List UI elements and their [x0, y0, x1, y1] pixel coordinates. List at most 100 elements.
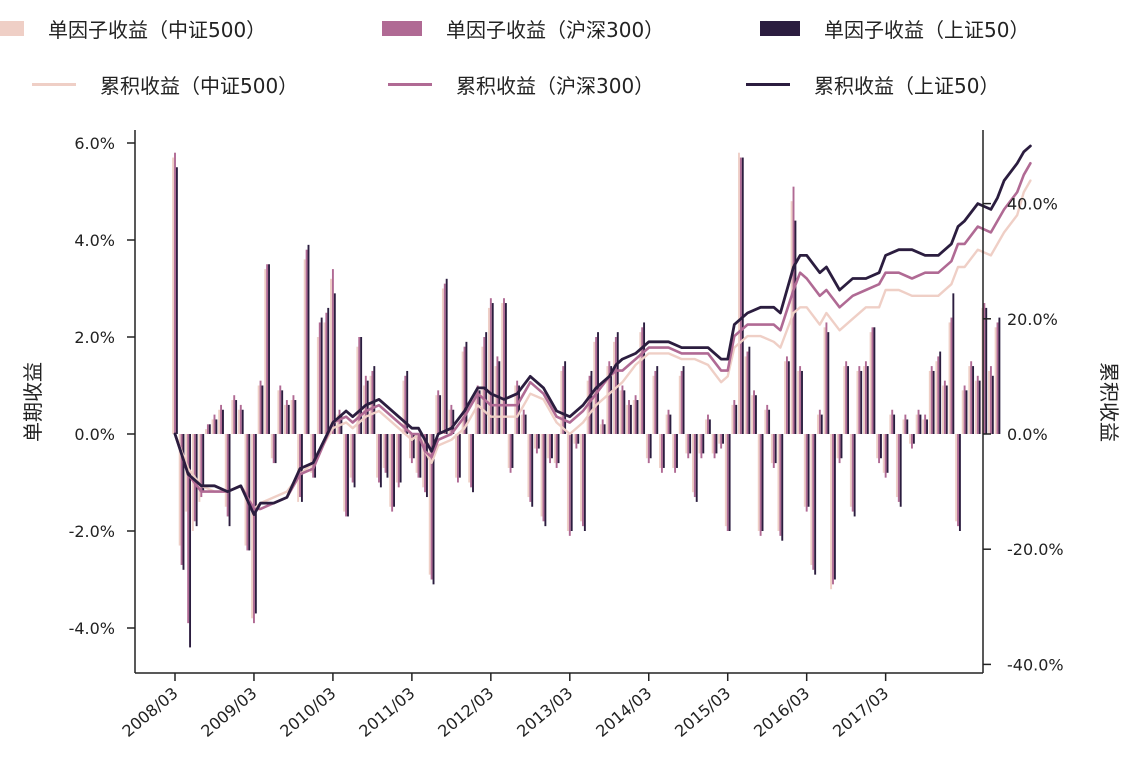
legend-label-bar-zz500: 单因子收益（中证500） — [48, 18, 267, 42]
bar-hs300-120 — [963, 385, 966, 434]
bar-hs300-18 — [292, 395, 295, 434]
bar-zz500-101 — [836, 434, 839, 459]
bar-sz50-29 — [366, 380, 369, 434]
bar-hs300-5 — [206, 424, 209, 434]
bar-sz50-6 — [215, 419, 218, 434]
bar-hs300-27 — [351, 434, 354, 483]
bar-hs300-124 — [989, 366, 992, 434]
bar-sz50-35 — [406, 370, 409, 434]
bar-sz50-5 — [208, 424, 211, 434]
bar-hs300-104 — [858, 366, 861, 434]
bar-hs300-98 — [818, 409, 821, 434]
left-tick-label-3: 0.0% — [74, 425, 115, 444]
bar-hs300-35 — [404, 375, 407, 434]
bar-zz500-115 — [928, 370, 931, 434]
bar-zz500-62 — [580, 434, 583, 522]
bar-sz50-76 — [676, 434, 678, 468]
bar-zz500-67 — [613, 341, 615, 434]
bar-sz50-48 — [491, 303, 494, 434]
bar-hs300-65 — [601, 419, 604, 434]
x-tick-label-6: 2014/03 — [592, 684, 655, 741]
bar-hs300-92 — [779, 434, 782, 536]
bar-zz500-71 — [639, 332, 642, 434]
bar-sz50-123 — [985, 307, 988, 434]
bar-hs300-115 — [930, 366, 933, 434]
bar-hs300-72 — [647, 434, 650, 464]
bar-zz500-5 — [205, 429, 207, 434]
bar-sz50-81 — [708, 419, 711, 434]
bar-hs300-117 — [943, 380, 946, 434]
bar-hs300-10 — [239, 404, 242, 434]
bar-sz50-72 — [649, 434, 652, 459]
right-tick-label-1: 20.0% — [1007, 310, 1058, 329]
bar-sz50-16 — [281, 390, 284, 434]
bar-hs300-105 — [864, 361, 867, 434]
bar-sz50-14 — [268, 264, 270, 434]
bar-zz500-114 — [922, 419, 925, 434]
bar-hs300-110 — [897, 434, 900, 502]
bar-zz500-25 — [336, 414, 339, 434]
bar-hs300-71 — [641, 327, 644, 434]
bar-zz500-14 — [264, 269, 267, 434]
bar-sz50-117 — [945, 385, 948, 434]
bar-zz500-79 — [691, 434, 694, 493]
lines-layer — [173, 144, 1032, 516]
legend-label-bar-hs300: 单因子收益（沪深300） — [446, 18, 665, 42]
bar-hs300-94 — [792, 186, 795, 434]
bar-zz500-68 — [619, 390, 622, 434]
bar-zz500-80 — [698, 434, 701, 454]
bar-hs300-44 — [463, 346, 466, 434]
bar-hs300-60 — [568, 434, 571, 536]
bar-hs300-82 — [713, 434, 716, 459]
bar-hs300-24 — [331, 269, 334, 434]
bar-sz50-20 — [307, 244, 310, 434]
legend-item-line-sz50: 累积收益（上证50） — [746, 70, 999, 99]
bar-zz500-58 — [553, 434, 556, 464]
bar-zz500-7 — [218, 409, 221, 434]
bar-zz500-61 — [573, 434, 576, 444]
bar-zz500-60 — [566, 434, 569, 531]
bar-sz50-17 — [287, 404, 290, 434]
left-tick-label-4: -2.0% — [69, 522, 115, 541]
bar-sz50-47 — [485, 332, 488, 434]
bar-hs300-37 — [417, 434, 420, 478]
bar-zz500-110 — [895, 434, 898, 498]
bar-hs300-23 — [325, 312, 328, 434]
bar-zz500-31 — [376, 434, 379, 478]
bar-sz50-85 — [735, 404, 738, 434]
bar-sz50-46 — [478, 390, 481, 434]
legend-swatch-bar-sz50 — [760, 21, 800, 36]
bar-hs300-109 — [891, 409, 894, 434]
legend-label-bar-sz50: 单因子收益（上证50） — [824, 18, 1030, 42]
bar-hs300-97 — [812, 434, 815, 570]
bar-zz500-122 — [974, 380, 977, 434]
bar-hs300-31 — [378, 434, 380, 483]
bar-zz500-85 — [731, 404, 734, 434]
bar-zz500-88 — [751, 395, 754, 434]
bar-sz50-99 — [827, 332, 830, 434]
bar-sz50-42 — [452, 409, 455, 434]
bar-hs300-102 — [845, 361, 848, 434]
bar-zz500-13 — [257, 385, 260, 434]
bar-zz500-35 — [402, 380, 405, 434]
legend: 单因子收益（中证500） 单因子收益（沪深300） 单因子收益（上证50） 累积… — [0, 0, 1131, 110]
bar-sz50-53 — [524, 414, 527, 434]
bar-hs300-75 — [667, 409, 670, 434]
bar-sz50-36 — [412, 434, 415, 459]
bar-zz500-34 — [395, 434, 398, 483]
bar-zz500-73 — [652, 375, 655, 434]
bar-sz50-38 — [425, 434, 428, 498]
bar-sz50-78 — [689, 434, 692, 454]
bar-hs300-4 — [200, 434, 203, 498]
bar-zz500-56 — [540, 434, 543, 517]
bar-sz50-1 — [182, 434, 185, 570]
bar-hs300-91 — [772, 434, 775, 468]
bar-sz50-55 — [537, 434, 540, 449]
bar-hs300-47 — [483, 337, 486, 434]
bar-sz50-13 — [261, 385, 264, 434]
bar-sz50-32 — [386, 434, 389, 478]
bar-sz50-91 — [774, 434, 777, 464]
bar-hs300-99 — [825, 322, 828, 434]
bar-zz500-84 — [724, 434, 727, 527]
bar-zz500-111 — [902, 419, 905, 434]
